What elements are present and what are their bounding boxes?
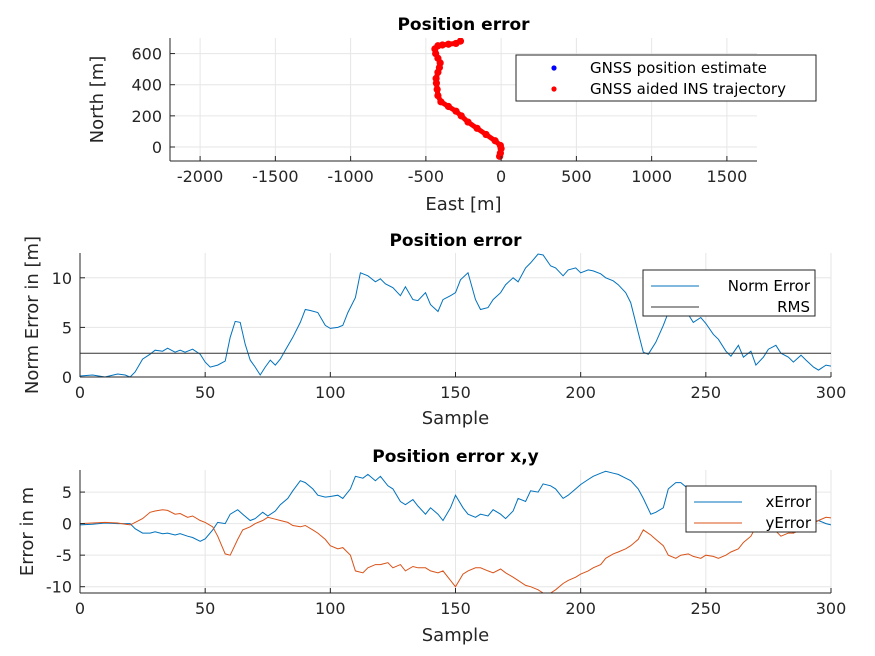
y-tick-label: -5	[56, 546, 72, 565]
series-group	[80, 253, 831, 377]
y-tick-label: 0	[62, 515, 72, 534]
x-tick-label: 150	[440, 383, 471, 402]
legend-label: GNSS position estimate	[590, 59, 767, 77]
trajectory-line	[432, 38, 504, 159]
x-tick-label: 100	[315, 383, 346, 402]
x-tick-label: 100	[315, 599, 346, 618]
chart-panel-3: 0 50 100 150 200 250 300 -10 -5 0 5 Position error …	[17, 447, 846, 646]
y-tick-label: 10	[52, 269, 72, 288]
x-tick-label: 200	[565, 383, 596, 402]
series-line-2	[80, 509, 831, 593]
y-tick-label: 0	[62, 368, 72, 387]
legend-marker	[551, 86, 557, 92]
x-tick-label: 150	[440, 599, 471, 618]
legend-label: Norm Error	[728, 277, 811, 295]
legend-label: yError	[766, 514, 812, 532]
y-axis-label: North [m]	[87, 56, 108, 144]
x-tick-label: -1500	[252, 167, 299, 186]
x-tick-label: 300	[816, 599, 847, 618]
y-tick-label: -10	[46, 578, 72, 597]
y-tick-label: 5	[62, 483, 72, 502]
legend: Norm Error RMS	[642, 269, 816, 317]
x-tick-label: -2000	[177, 167, 224, 186]
y-axis-label: Error in m	[17, 487, 38, 576]
legend: GNSS position estimate GNSS aided INS tra…	[515, 54, 817, 102]
x-tick-label: 50	[195, 383, 215, 402]
legend-box	[685, 485, 817, 533]
x-tick-label: -1000	[327, 167, 374, 186]
y-tick-label: 200	[131, 107, 162, 126]
legend-label: GNSS aided INS trajectory	[590, 80, 786, 98]
x-tick-label: 200	[565, 599, 596, 618]
legend-box	[515, 54, 817, 102]
chart-title: Position error	[389, 231, 522, 251]
legend: xError yError	[685, 485, 817, 533]
series-2	[431, 38, 505, 160]
chart-panel-1: -2000 -1500 -1000 -500 0 500 1000 1500 0 200 400 60…	[87, 15, 817, 215]
legend-label: xError	[766, 493, 812, 511]
x-tick-label: 0	[496, 167, 506, 186]
x-tick-label: 500	[561, 167, 592, 186]
chart-title: Position error x,y	[372, 447, 539, 467]
y-tick-label: 5	[62, 318, 72, 337]
x-tick-label: 1500	[707, 167, 748, 186]
y-axis-label: Norm Error in [m]	[22, 236, 43, 394]
legend-marker	[551, 65, 557, 71]
x-axis-label: Sample	[422, 408, 490, 429]
y-tick-label: 400	[131, 76, 162, 95]
x-tick-label: 300	[816, 383, 847, 402]
legend-label: RMS	[777, 298, 810, 316]
x-tick-label: 1000	[631, 167, 672, 186]
legend-box	[642, 269, 816, 317]
chart-panel-2: 0 50 100 150 200 250 300 0 5 10 Position error Samp…	[22, 231, 846, 429]
x-axis-label: Sample	[422, 625, 490, 646]
x-tick-label: 0	[75, 383, 85, 402]
x-tick-label: 50	[195, 599, 215, 618]
x-axis-label: East [m]	[425, 194, 501, 215]
x-tick-label: -500	[408, 167, 444, 186]
chart-title: Position error	[397, 15, 530, 35]
x-tick-label: 250	[691, 383, 722, 402]
series-group	[431, 38, 505, 160]
y-tick-label: 0	[152, 138, 162, 157]
x-tick-label: 0	[75, 599, 85, 618]
series-line-1	[80, 253, 831, 377]
y-tick-label: 600	[131, 45, 162, 64]
x-tick-label: 250	[691, 599, 722, 618]
